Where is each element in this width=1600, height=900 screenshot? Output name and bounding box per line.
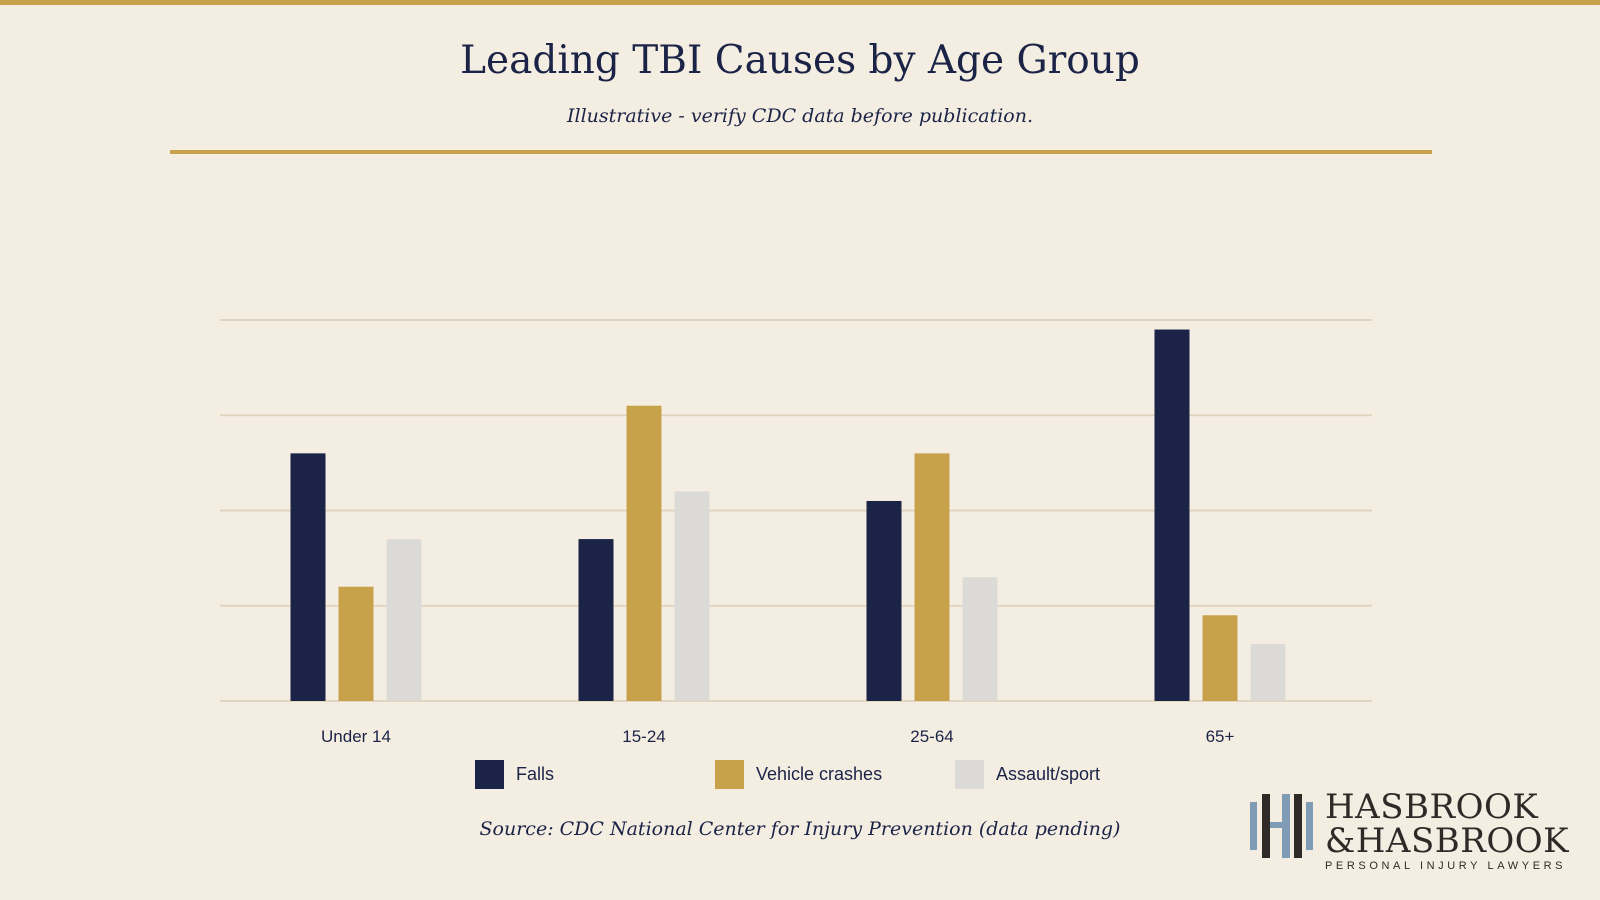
bar-vehicle-crashes-under-14 [338,586,374,701]
bar-vehicle-crashes-25-64 [914,453,950,701]
title-divider [170,150,1432,154]
bar-assault-sport-under-14 [386,539,422,701]
logo-wordmark-line1: HASBROOK [1325,787,1539,827]
bar-falls-under-14 [290,453,326,701]
logo-tagline: PERSONAL INJURY LAWYERS [1325,860,1567,872]
top-accent-bar [0,0,1600,5]
bar-falls-25-64 [866,500,902,701]
bar-assault-sport-15-24 [674,491,710,701]
legend-item-assault-sport: Assault/sport [955,760,1100,789]
x-tick-label: 65+ [1206,727,1235,746]
legend-label-assault-sport: Assault/sport [996,764,1101,784]
legend-swatch-assault-sport [955,760,984,789]
logo-wordmark-line2: &HASBROOK [1325,821,1569,861]
bar-vehicle-crashes-15-24 [626,405,662,701]
legend-label-falls: Falls [516,764,555,784]
bar-falls-65- [1154,329,1190,701]
chart-subtitle: Illustrative - verify CDC data before pu… [566,105,1034,127]
x-tick-label: 25-64 [910,727,953,746]
legend-label-vehicle-crashes: Vehicle crashes [756,764,883,784]
chart-legend: Falls Vehicle crashes Assault/sport [0,760,1600,790]
bar-falls-15-24 [578,539,614,701]
legend-item-falls: Falls [475,760,554,789]
legend-item-vehicle-crashes: Vehicle crashes [715,760,882,789]
logo-mark-icon [1250,794,1313,858]
chart-title: Leading TBI Causes by Age Group [460,38,1140,83]
firm-logo: HASBROOK &HASBROOK PERSONAL INJURY LAWYE… [1248,787,1578,872]
x-tick-label: Under 14 [321,727,391,746]
bar-vehicle-crashes-65- [1202,615,1238,701]
x-tick-label: 15-24 [622,727,665,746]
legend-swatch-vehicle-crashes [715,760,744,789]
source-note: Source: CDC National Center for Injury P… [479,818,1121,840]
bar-assault-sport-25-64 [962,577,998,701]
legend-swatch-falls [475,760,504,789]
bar-assault-sport-65- [1250,643,1286,701]
